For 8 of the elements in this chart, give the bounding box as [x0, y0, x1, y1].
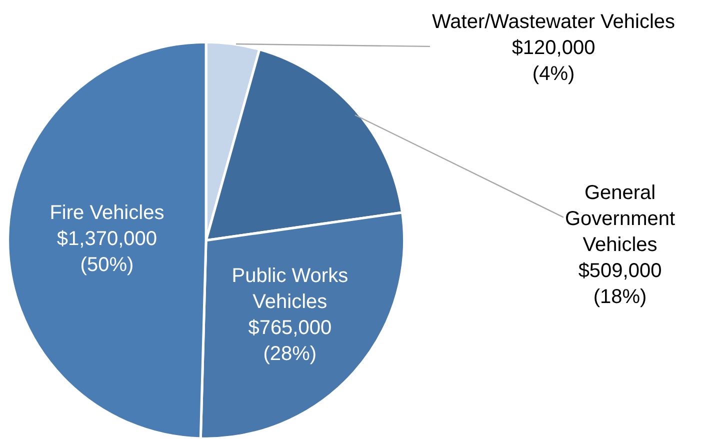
slice-label: General Government Vehicles: [565, 182, 676, 256]
data-label: $1,370,000 (50%): [56, 228, 158, 276]
data-label: $509,000 (18%): [578, 260, 662, 308]
slice-label: Fire Vehicles: [50, 202, 164, 224]
slice-label: Water/Wastewater Vehicles: [432, 11, 676, 33]
data-label: $765,000 (28%): [248, 317, 332, 366]
slice-label: Public Works Vehicles: [232, 265, 348, 314]
data-label: $120,000 (4%): [512, 37, 596, 85]
